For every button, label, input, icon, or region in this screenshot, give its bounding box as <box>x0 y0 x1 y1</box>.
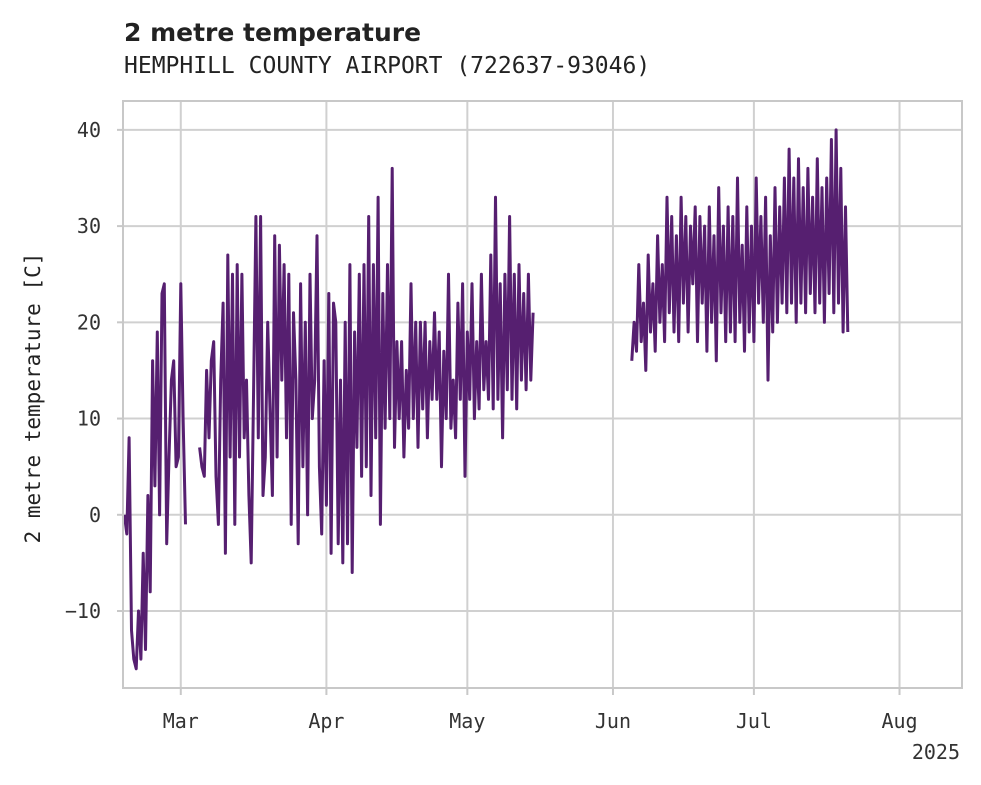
plot-frame <box>122 100 963 689</box>
series-line-segment-0 <box>122 166 535 671</box>
series-layer <box>122 128 850 671</box>
y-tick-label: 10 <box>77 407 101 431</box>
y-axis-label: 2 metre temperature [C] <box>21 253 45 544</box>
chart-subtitle: HEMPHILL COUNTY AIRPORT (722637-93046) <box>124 53 650 79</box>
x-tick-label: May <box>449 709 485 733</box>
axis-ticks: −10 0 10 20 30 40 Mar Apr May Jun Jul Aug <box>65 118 918 733</box>
y-tick-label: 30 <box>77 214 101 238</box>
y-tick-label: −10 <box>65 599 101 623</box>
x-tick-label: Apr <box>308 709 344 733</box>
chart-title: 2 metre temperature <box>124 18 421 47</box>
x-tick-label: Aug <box>881 709 917 733</box>
y-tick-label: 0 <box>89 503 101 527</box>
x-tick-label: Jun <box>595 709 631 733</box>
x-tick-label: Jul <box>736 709 772 733</box>
series-line-segment-1 <box>630 128 850 382</box>
x-tick-label: Mar <box>163 709 199 733</box>
y-tick-label: 20 <box>77 310 101 334</box>
year-label: 2025 <box>912 740 960 764</box>
y-tick-label: 40 <box>77 118 101 142</box>
